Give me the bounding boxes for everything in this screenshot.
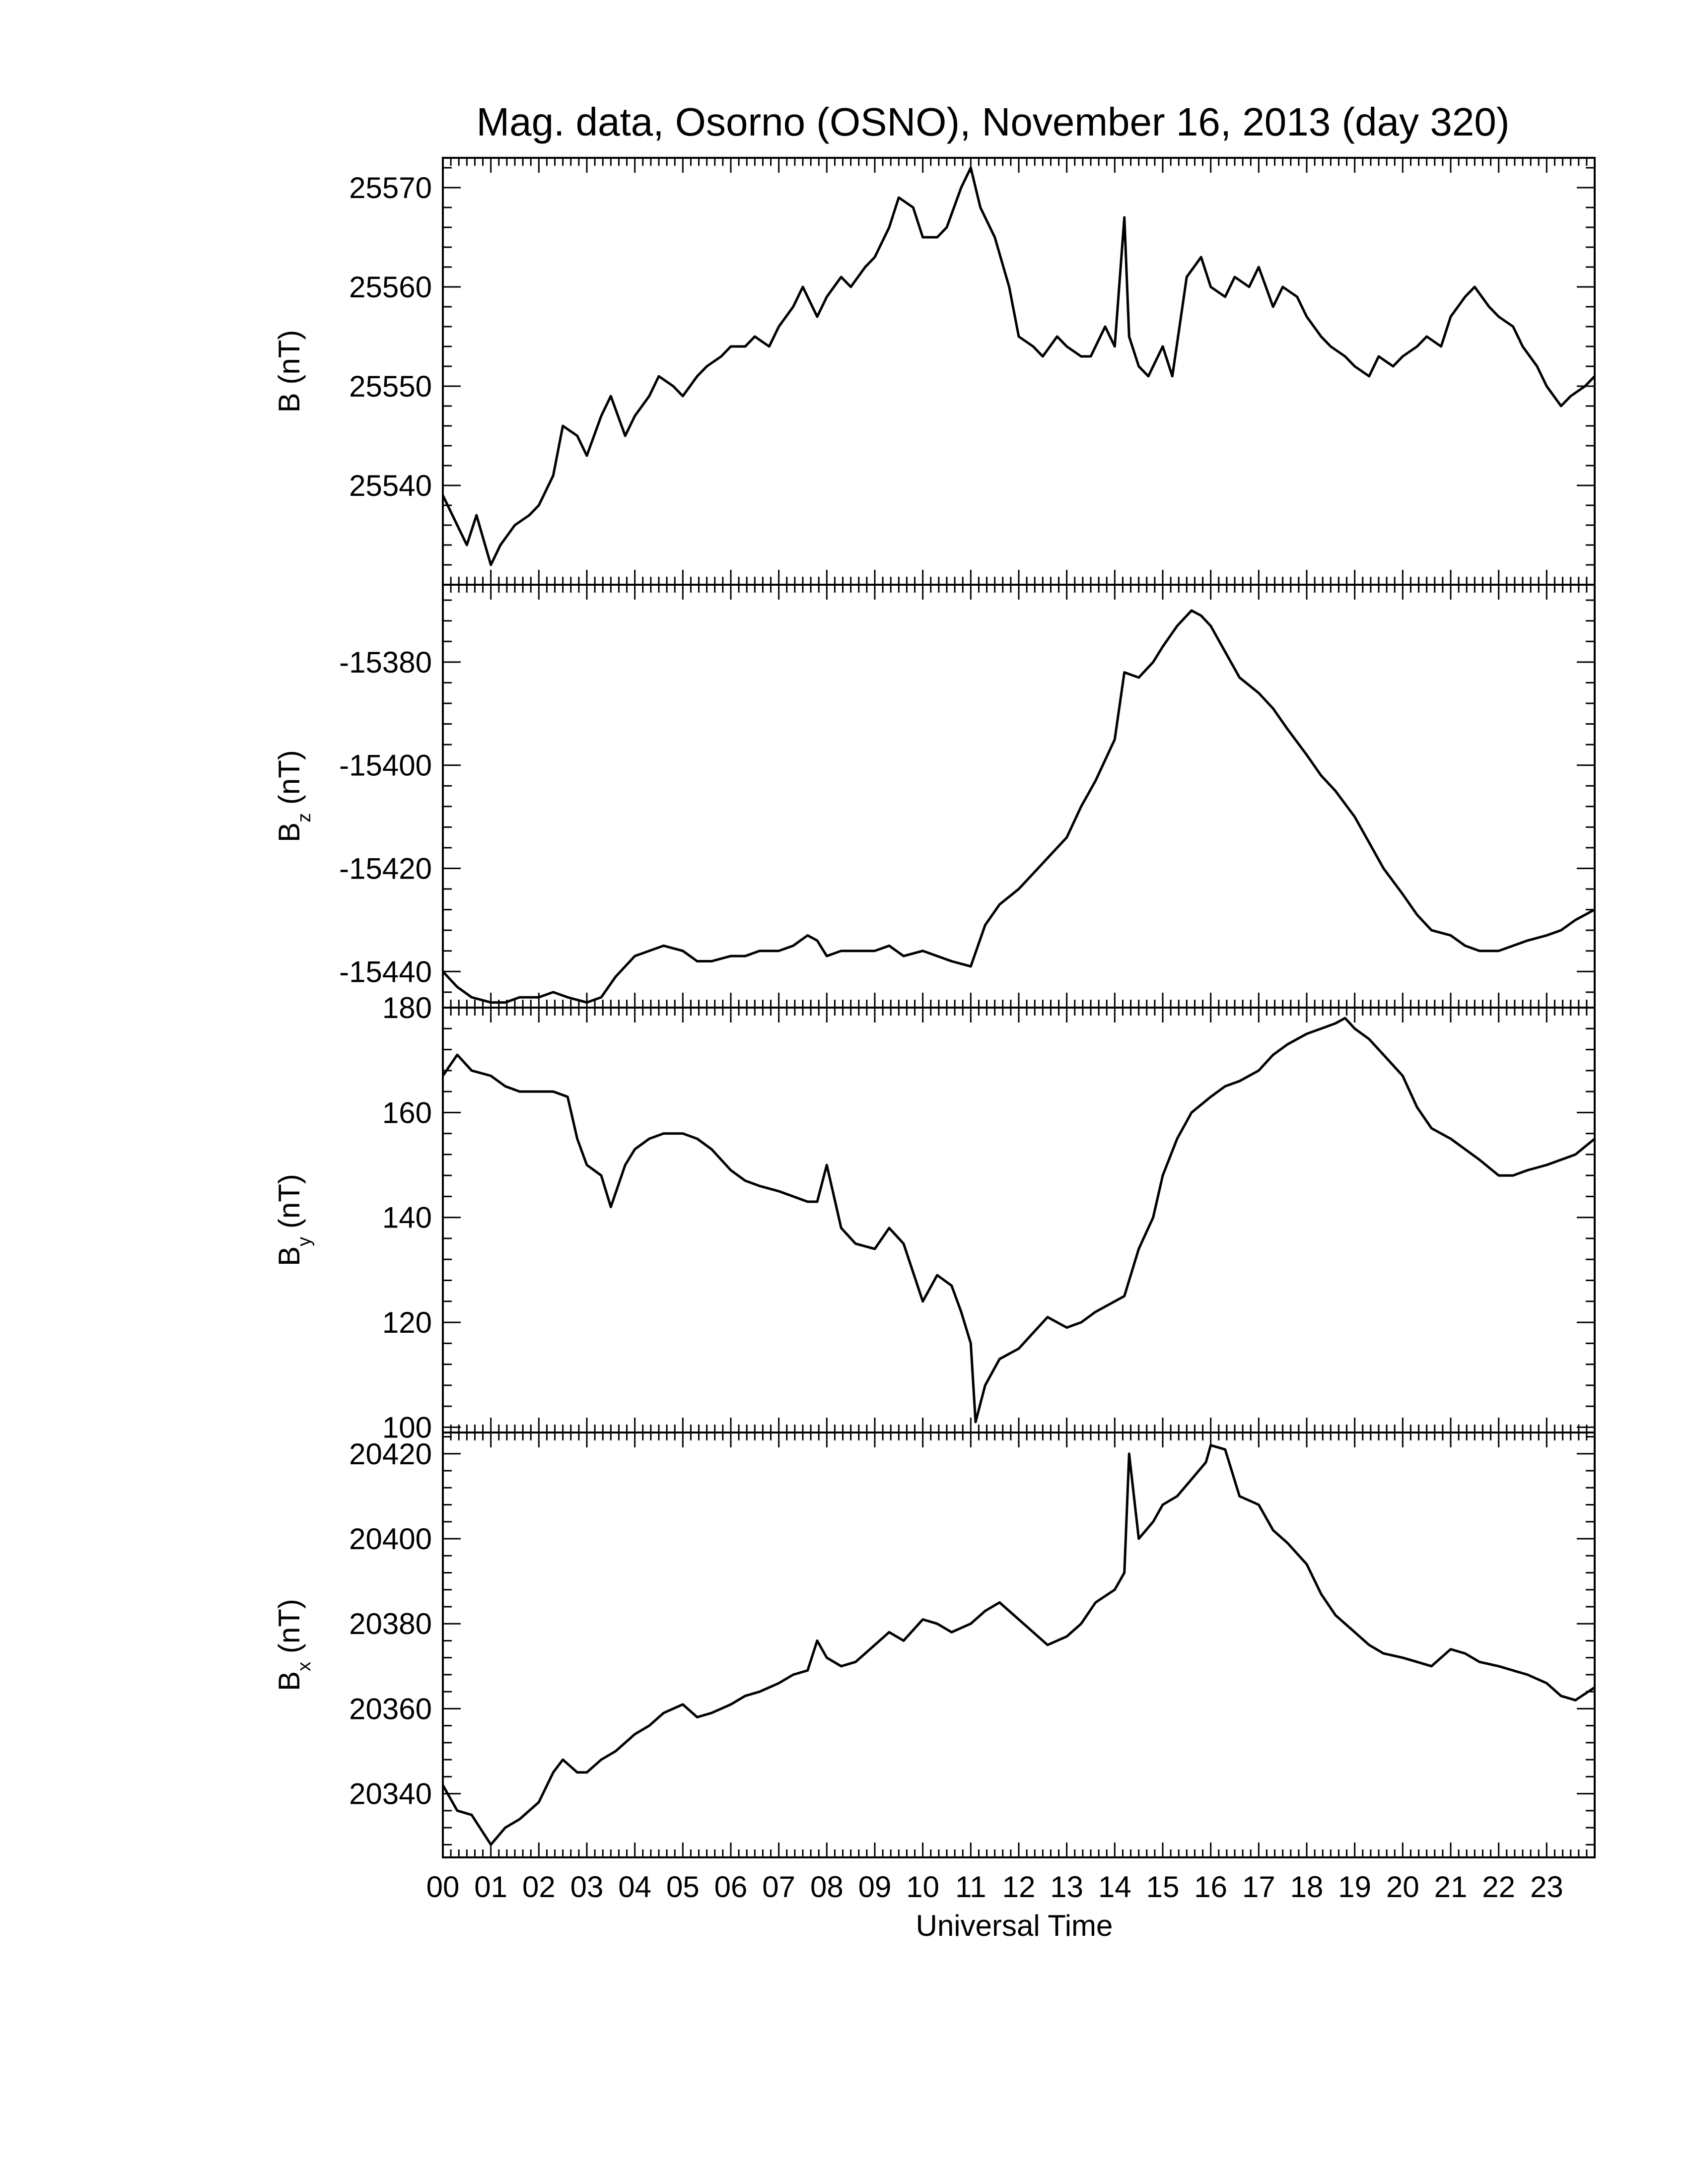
y-tick-label: 25560	[349, 271, 432, 304]
data-series-line	[441, 1444, 1596, 1846]
data-series-line	[441, 166, 1596, 566]
x-tick-label: 18	[1290, 1870, 1324, 1904]
x-tick-label: 00	[426, 1870, 460, 1904]
panel-2: -15440 -15420 -15400 -15380 Bz (nT)	[273, 584, 1596, 1009]
y-tick-label: 120	[382, 1306, 432, 1339]
panel-3: 100 120 140 160 180 By (nT)	[273, 991, 1596, 1444]
y-axis-label-main: B	[273, 1246, 306, 1266]
x-tick-label: 07	[762, 1870, 795, 1904]
y-axis-label-main: B	[273, 393, 306, 412]
y-tick-label: 140	[382, 1201, 432, 1234]
y-tick-label: -15420	[339, 852, 432, 885]
x-tick-label: 21	[1434, 1870, 1468, 1904]
x-tick-label: 01	[474, 1870, 507, 1904]
y-tick-label: 20400	[349, 1522, 432, 1556]
x-tick-label: 14	[1098, 1870, 1131, 1904]
x-tick-label: 03	[570, 1870, 604, 1904]
y-tick-label: 100	[382, 1411, 432, 1444]
y-axis-label-unit: (nT)	[273, 330, 306, 393]
x-tick-label: 16	[1194, 1870, 1227, 1904]
x-axis-tick-labels: 00 01 02 03 04 05 06 07 08 09 10 11 12 13 14 15 16 17 18 19…	[426, 1870, 1563, 1904]
y-axis-label: Bz (nT)	[273, 750, 315, 842]
panel-frame	[442, 1432, 1596, 1858]
y-tick-label: 25570	[349, 171, 432, 205]
y-tick-label: 180	[382, 991, 432, 1024]
panel-frame	[442, 584, 1596, 1009]
y-tick-label: 20380	[349, 1607, 432, 1640]
x-tick-label: 11	[955, 1870, 986, 1904]
panel-4: 20340 20360 20380 20400 20420 Bx (nT)	[273, 1432, 1596, 1858]
data-series-line	[442, 609, 1596, 1004]
y-axis-label-unit: (nT)	[273, 750, 306, 813]
y-tick-label: -15440	[339, 955, 432, 988]
y-tick-label: 20340	[349, 1777, 432, 1811]
x-tick-label: 09	[858, 1870, 892, 1904]
y-axis-label: By (nT)	[273, 1174, 315, 1266]
x-tick-label: 10	[906, 1870, 939, 1904]
x-tick-label: 23	[1530, 1870, 1563, 1904]
y-tick-label: 25540	[349, 469, 432, 502]
x-tick-label: 15	[1146, 1870, 1180, 1904]
y-axis-label-unit: (nT)	[273, 1174, 306, 1237]
y-tick-label: 160	[382, 1096, 432, 1129]
x-tick-label: 04	[618, 1870, 651, 1904]
y-axis-label-subscript: z	[294, 813, 315, 822]
y-axis-label-subscript: x	[294, 1662, 315, 1671]
panel-frame	[442, 1007, 1596, 1433]
y-axis-label-main: B	[273, 822, 306, 842]
panel-1: 25540 25550 25560 25570 B (nT)	[273, 157, 1596, 586]
x-tick-label: 17	[1242, 1870, 1275, 1904]
y-tick-label: 20420	[349, 1437, 432, 1471]
x-axis-label: Universal Time	[916, 1909, 1113, 1942]
y-tick-label: 25550	[349, 370, 432, 403]
x-tick-label: 20	[1386, 1870, 1419, 1904]
x-tick-label: 05	[666, 1870, 700, 1904]
panel-frame	[442, 157, 1596, 586]
y-tick-label: 20360	[349, 1692, 432, 1725]
y-axis-label-subscript: y	[294, 1237, 315, 1246]
y-axis-label-unit: (nT)	[273, 1599, 306, 1662]
y-axis-label: B (nT)	[273, 330, 306, 413]
y-tick-label: -15400	[339, 749, 432, 782]
y-axis-label-main: B	[273, 1671, 306, 1691]
x-tick-label: 08	[810, 1870, 844, 1904]
x-tick-label: 13	[1050, 1870, 1083, 1904]
y-tick-label: -15380	[339, 646, 432, 679]
y-axis-label: Bx (nT)	[273, 1599, 315, 1691]
x-tick-label: 22	[1482, 1870, 1515, 1904]
x-tick-label: 02	[522, 1870, 556, 1904]
x-tick-label: 06	[714, 1870, 748, 1904]
x-tick-label: 19	[1338, 1870, 1371, 1904]
x-tick-label: 12	[1002, 1870, 1036, 1904]
chart-title: Mag. data, Osorno (OSNO), November 16, 2…	[477, 100, 1510, 144]
data-series-line	[441, 1017, 1596, 1424]
